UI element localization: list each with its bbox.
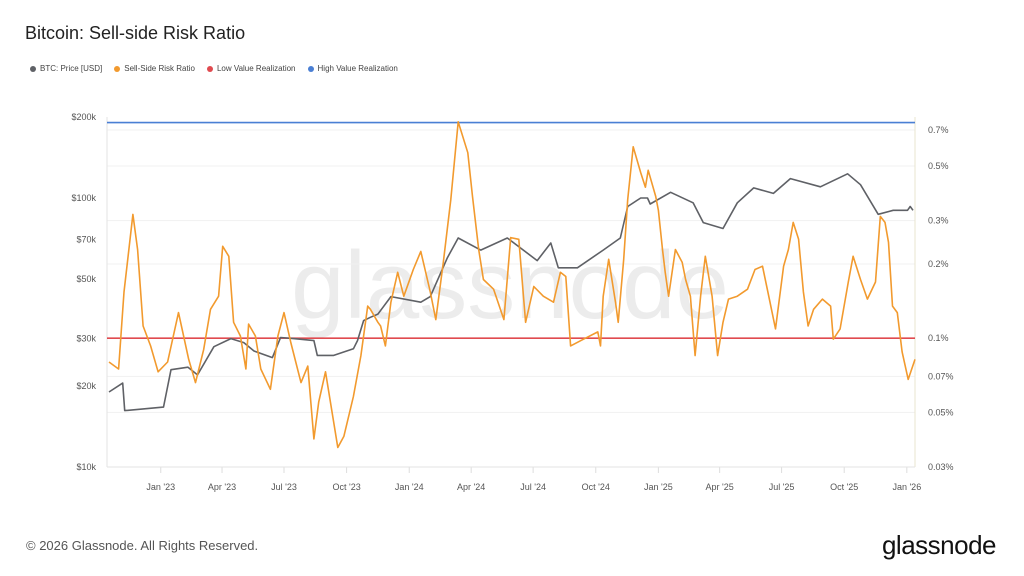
- x-tick-label: Jul '23: [271, 482, 297, 492]
- x-tick-label: Jan '26: [892, 482, 921, 492]
- chart-title: Bitcoin: Sell-side Risk Ratio: [25, 23, 246, 43]
- legend-dot-high-value: [307, 65, 314, 72]
- x-tick-label: Jan '25: [644, 482, 673, 492]
- x-tick-label: Jan '24: [395, 482, 424, 492]
- x-tick-label: Jul '25: [769, 482, 795, 492]
- y-left-tick-label: $50k: [76, 274, 96, 284]
- x-tick-label: Oct '24: [582, 482, 610, 492]
- y-left-tick-label: $100k: [71, 193, 96, 203]
- y-right-tick-label: 0.07%: [928, 371, 954, 381]
- x-tick-label: Apr '24: [457, 482, 485, 492]
- legend-label: Low Value Realization: [216, 64, 296, 73]
- y-right-tick-label: 0.7%: [928, 125, 949, 135]
- legend-item-low-value[interactable]: Low Value Realization: [206, 64, 296, 73]
- legend-dot-ssr: [114, 65, 121, 72]
- copyright: © 2026 Glassnode. All Rights Reserved.: [26, 538, 259, 553]
- y-right-tick-label: 0.5%: [928, 161, 949, 171]
- legend-dot-low-value: [206, 65, 213, 72]
- y-right-tick-label: 0.1%: [928, 333, 949, 343]
- legend: BTC: Price [USD] Sell-Side Risk Ratio Lo…: [30, 64, 398, 73]
- x-tick-label: Oct '25: [830, 482, 858, 492]
- x-tick-label: Jan '23: [146, 482, 175, 492]
- y-left-tick-label: $20k: [76, 381, 96, 391]
- x-tick-label: Apr '25: [706, 482, 734, 492]
- glassnode-logo: glassnode: [881, 530, 997, 560]
- legend-label: High Value Realization: [317, 64, 398, 73]
- legend-item-ssr[interactable]: Sell-Side Risk Ratio: [114, 64, 195, 73]
- legend-label: BTC: Price [USD]: [40, 64, 103, 73]
- legend-item-price[interactable]: BTC: Price [USD]: [30, 64, 102, 73]
- legend-dot-price: [30, 65, 36, 72]
- sell-side-risk-ratio-line: [108, 121, 916, 449]
- x-tick-label: Apr '23: [208, 482, 236, 492]
- x-tick-label: Jul '24: [520, 482, 546, 492]
- y-right-tick-label: 0.05%: [928, 407, 954, 417]
- y-left-tick-label: $70k: [76, 235, 96, 245]
- legend-label: Sell-Side Risk Ratio: [124, 64, 195, 73]
- x-tick-label: Oct '23: [332, 482, 360, 492]
- btc-price-line: [108, 173, 914, 412]
- y-left-tick-label: $200k: [71, 112, 96, 122]
- y-left-tick-label: $10k: [76, 462, 96, 472]
- y-right-tick-label: 0.2%: [928, 259, 949, 269]
- y-right-tick-label: 0.3%: [928, 216, 949, 226]
- legend-item-high-value[interactable]: High Value Realization: [307, 64, 398, 73]
- y-right-tick-label: 0.03%: [928, 462, 954, 472]
- y-left-tick-label: $30k: [76, 334, 96, 344]
